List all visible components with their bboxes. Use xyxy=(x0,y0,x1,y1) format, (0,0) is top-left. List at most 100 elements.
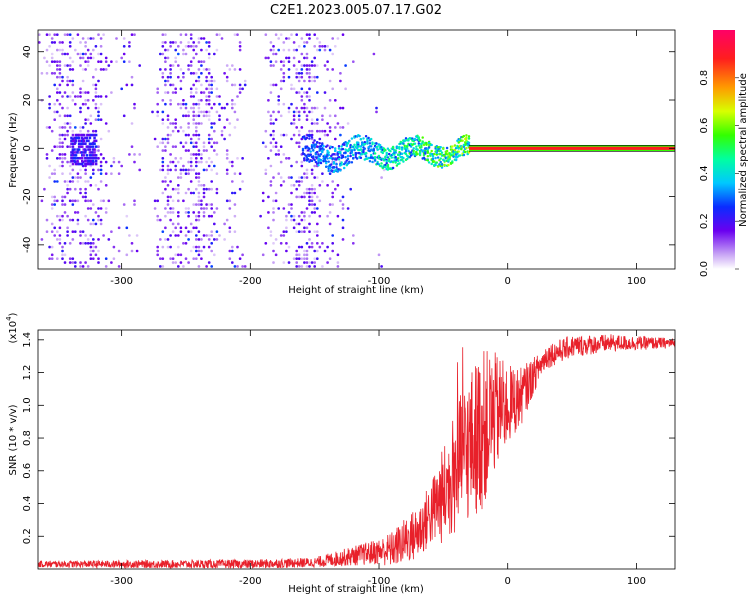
spectrogram-cell xyxy=(74,154,78,157)
spectrogram-cell xyxy=(326,60,329,63)
spectrogram-cell xyxy=(166,203,170,206)
spectrogram-cell xyxy=(79,162,82,166)
spectrogram-cell xyxy=(287,176,291,179)
spectrogram-cell xyxy=(386,165,390,168)
spectrogram-cell xyxy=(337,147,341,150)
snr-plot-area xyxy=(38,330,675,569)
spectrogram-cell xyxy=(70,159,73,163)
spectrogram-cell xyxy=(164,238,167,241)
spectrogram-cell xyxy=(292,122,296,125)
spectrogram-cell xyxy=(218,95,221,98)
spectrogram-cell xyxy=(169,72,172,75)
spectrogram-cell xyxy=(295,141,298,145)
spectrogram-cell xyxy=(321,45,324,48)
snr-series-line xyxy=(38,334,675,569)
spectrogram-cell xyxy=(110,230,113,233)
spectrogram-cell xyxy=(174,48,177,52)
spectrogram-cell xyxy=(220,133,224,137)
spectrogram-cell xyxy=(81,52,85,56)
spectrogram-cell xyxy=(238,91,242,94)
spectrogram-cell xyxy=(287,68,291,71)
spectrogram-cell xyxy=(313,257,316,260)
spectrogram-cell xyxy=(177,222,180,226)
spectrogram-cell xyxy=(303,64,306,67)
spectrogram-cell xyxy=(308,75,311,79)
spectrogram-cell xyxy=(336,253,340,257)
spectrogram-cell xyxy=(92,37,95,40)
spectrogram-cell xyxy=(231,99,234,102)
spectrogram-cell xyxy=(331,180,334,183)
spectrogram-cell xyxy=(344,151,347,154)
spectrogram-cell xyxy=(303,79,306,83)
spectrogram-cell xyxy=(61,257,64,260)
spectrogram-cell xyxy=(425,141,428,145)
spectrogram-cell xyxy=(130,249,134,253)
spectrogram-cell xyxy=(404,137,408,140)
spectrogram-cell xyxy=(66,75,69,79)
spectrogram-cell xyxy=(153,207,157,210)
spectrogram-cell xyxy=(197,203,201,206)
spectrogram-cell xyxy=(398,162,401,165)
spectrogram-cell xyxy=(195,79,198,83)
spectrogram-cell xyxy=(110,172,113,175)
spectrogram-cell xyxy=(331,158,334,161)
spectrogram-cell xyxy=(465,147,468,150)
colorbar-tick-label: 0.8 xyxy=(699,70,710,86)
spectrogram-cell xyxy=(84,172,87,175)
spectrogram-cell xyxy=(316,151,319,154)
snr-y-tick-label: 0.4 xyxy=(22,496,33,512)
spectrogram-cell xyxy=(133,102,136,106)
spectrogram-cell xyxy=(413,137,417,141)
spectrogram-cell xyxy=(84,234,87,237)
spectrogram-cell xyxy=(192,211,195,214)
spectrogram-cell xyxy=(86,106,90,110)
spectrogram-cell xyxy=(166,118,170,121)
spectrogram-cell xyxy=(187,214,190,218)
spectrogram-cell xyxy=(74,261,77,264)
spectrogram-cell xyxy=(210,87,213,91)
spectrogram-cell xyxy=(66,191,69,195)
spectrogram-cell xyxy=(189,64,193,67)
spectrogram-cell xyxy=(282,234,286,237)
spectrogram-cell xyxy=(213,222,216,226)
spectrogram-cell xyxy=(331,191,334,195)
spectrogram-cell xyxy=(393,153,396,156)
spectrogram-cell xyxy=(77,139,81,143)
spectrogram-cell xyxy=(310,242,314,245)
spectrogram-cell xyxy=(228,230,232,233)
spectrogram-cell xyxy=(305,68,309,71)
spectrogram-cell xyxy=(76,199,80,203)
spectrogram-x-axis-label: Height of straight line (km) xyxy=(288,285,424,296)
spectrogram-cell xyxy=(319,159,323,162)
spectrogram-cell xyxy=(290,184,293,187)
spectrogram-cell xyxy=(50,203,54,206)
spectrogram-cell xyxy=(97,110,100,114)
spectrogram-cell xyxy=(130,145,134,148)
spectrogram-cell xyxy=(81,265,85,268)
spectrogram-cell xyxy=(415,145,418,148)
spectrogram-cell xyxy=(261,191,265,195)
spectrogram-cell xyxy=(362,150,365,154)
spectrogram-cell xyxy=(202,195,206,199)
spectrogram-cell xyxy=(197,60,201,63)
spectrogram-cell xyxy=(70,142,73,145)
spectrogram-cell xyxy=(174,60,177,63)
spectrogram-cell xyxy=(272,211,275,214)
spectrogram-cell xyxy=(207,79,211,83)
spectrogram-cell xyxy=(404,150,408,153)
spectrogram-cell xyxy=(207,245,211,249)
spectrogram-cell xyxy=(313,45,316,48)
spectrogram-cell xyxy=(308,110,311,114)
spectrogram-cell xyxy=(328,129,332,133)
spectrogram-cell xyxy=(74,211,77,214)
spectrogram-cell xyxy=(328,257,332,260)
spectrogram-cell xyxy=(166,238,170,241)
spectrogram-cell xyxy=(233,172,237,175)
spectrogram-cell xyxy=(297,265,301,268)
spectrogram-cell xyxy=(417,144,420,147)
spectrogram-cell xyxy=(279,114,283,118)
spectrogram-cell xyxy=(179,33,183,36)
spectrogram-cell xyxy=(202,184,206,187)
spectrogram-cell xyxy=(282,133,286,137)
spectrogram-cell xyxy=(156,218,159,222)
